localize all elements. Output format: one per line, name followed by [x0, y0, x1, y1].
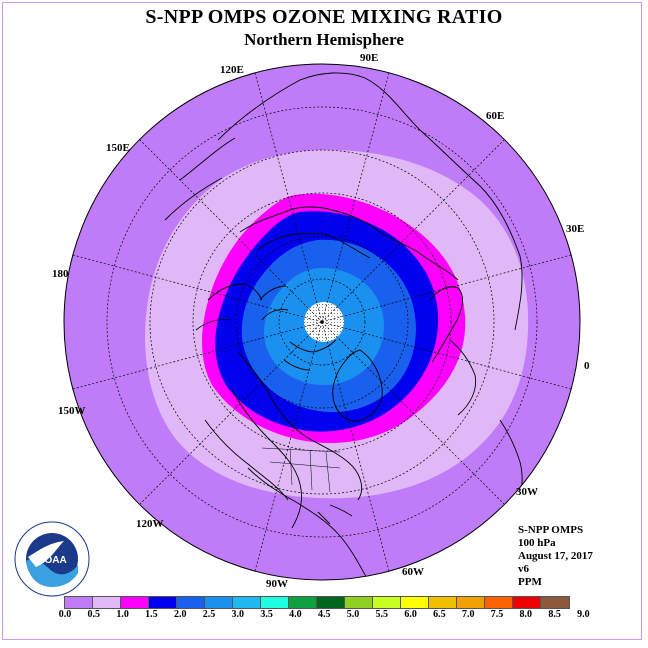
- colorbar-tick-label: 0.5: [87, 609, 101, 620]
- meridians: [72, 72, 572, 572]
- colorbar-tick-label: 2.5: [202, 609, 216, 620]
- info-date: August 17, 2017: [518, 550, 593, 562]
- colorbar-segment: [233, 597, 261, 608]
- colorbar-segment: [429, 597, 457, 608]
- lon-label-90e: 90E: [360, 52, 379, 64]
- colorbar-segment: [541, 597, 569, 608]
- colorbar-tick-label: 1.5: [145, 609, 158, 620]
- colorbar-tick-label: 3.5: [260, 609, 273, 620]
- lon-label-180: 180: [52, 268, 69, 280]
- lon-label-150e: 150E: [106, 142, 130, 154]
- lon-label-120w: 120W: [136, 518, 164, 530]
- colorbar-segment: [485, 597, 513, 608]
- lon-label-30w: 30W: [516, 486, 538, 498]
- colorbar-tick-label: 6.5: [433, 609, 446, 620]
- noaa-logo: NOAA: [14, 521, 90, 597]
- colorbar-tick-label: 7.5: [490, 609, 504, 620]
- lon-label-120e: 120E: [220, 64, 244, 76]
- colorbar-tick-label: 4.0: [289, 609, 302, 620]
- map-subtitle: Northern Hemisphere: [244, 30, 404, 49]
- colorbar-segment: [93, 597, 121, 608]
- colorbar: [64, 596, 570, 609]
- colorbar-tick-label: 5.0: [346, 609, 360, 620]
- colorbar-tick-label: 0.0: [58, 609, 72, 620]
- colorbar-tick-label: 8.5: [548, 609, 561, 620]
- colorbar-segment: [149, 597, 177, 608]
- colorbar-segment: [345, 597, 373, 608]
- colorbar-segment: [289, 597, 317, 608]
- colorbar-segment: [177, 597, 205, 608]
- colorbar-ticks: 0.0 0.5 1.0 1.5 2.0 2.5 3.0 3.5 4.0 4.5 5.0 5.5 6.0 6…: [0, 609, 648, 623]
- info-instrument: S-NPP OMPS: [518, 524, 584, 536]
- map-title: S-NPP OMPS OZONE MIXING RATIO: [145, 6, 503, 28]
- globe-outline: [63, 63, 581, 581]
- noaa-logo-text: NOAA: [37, 555, 66, 566]
- info-version: v6: [518, 563, 529, 575]
- lon-label-150w: 150W: [58, 405, 86, 417]
- lon-label-60e: 60E: [486, 110, 505, 122]
- colorbar-tick-label: 4.5: [317, 609, 331, 620]
- colorbar-segment: [401, 597, 429, 608]
- colorbar-tick-label: 8.0: [519, 609, 533, 620]
- colorbar-tick-label: 2.0: [173, 609, 187, 620]
- figure-frame: [2, 2, 642, 640]
- colorbar-tick-label: 3.0: [231, 609, 245, 620]
- colorbar-segment: [261, 597, 289, 608]
- info-level: 100 hPa: [518, 537, 556, 549]
- lon-label-90w: 90W: [266, 578, 288, 590]
- colorbar-tick-label: 1.0: [116, 609, 129, 620]
- lon-label-60w: 60W: [402, 566, 424, 578]
- colorbar-segment: [65, 597, 93, 608]
- colorbar-segment: [373, 597, 401, 608]
- colorbar-segment: [317, 597, 345, 608]
- colorbar-tick-label: 7.0: [461, 609, 475, 620]
- latitude-circles: [106, 106, 538, 538]
- colorbar-segment: [457, 597, 485, 608]
- colorbar-segment: [121, 597, 149, 608]
- lon-label-0: 0: [584, 360, 590, 372]
- colorbar-segment: [205, 597, 233, 608]
- colorbar-tick-label: 9.0: [577, 609, 590, 620]
- info-block: S-NPP OMPS 100 hPa August 17, 2017 v6 PP…: [518, 524, 593, 589]
- info-units: PPM: [518, 576, 542, 588]
- colorbar-segment: [513, 597, 541, 608]
- lon-label-30e: 30E: [566, 223, 585, 235]
- colorbar-tick-label: 5.5: [375, 609, 389, 620]
- colorbar-tick-label: 6.0: [404, 609, 417, 620]
